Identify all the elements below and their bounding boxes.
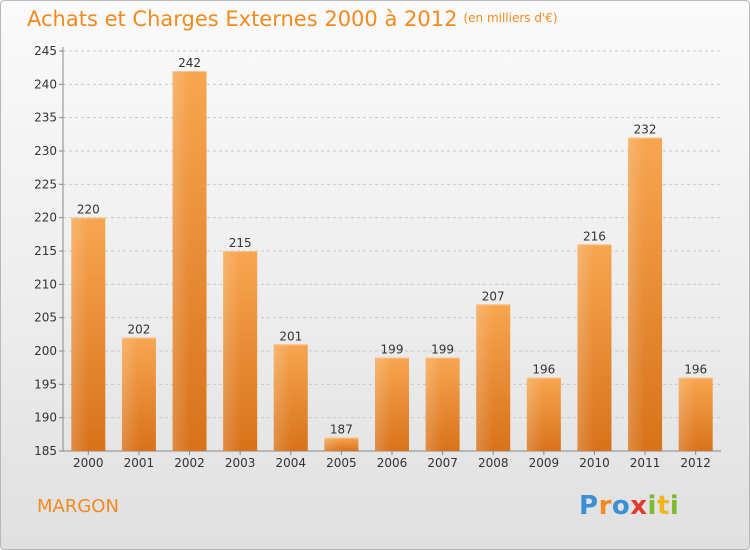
y-tick-label: 195 bbox=[34, 377, 57, 391]
logo-letter: i bbox=[647, 491, 657, 521]
y-tick-label: 230 bbox=[34, 144, 57, 158]
y-tick-label: 225 bbox=[34, 177, 57, 191]
x-tick-label: 2011 bbox=[630, 456, 661, 470]
y-tick-label: 185 bbox=[34, 444, 57, 458]
data-label: 199 bbox=[381, 343, 404, 357]
bar-highlight bbox=[476, 304, 494, 451]
data-label: 207 bbox=[482, 289, 505, 303]
y-tick-label: 235 bbox=[34, 111, 57, 125]
data-label: 199 bbox=[431, 343, 454, 357]
bar-highlight bbox=[172, 71, 190, 451]
chart-title: Achats et Charges Externes 2000 à 2012 (e… bbox=[27, 7, 558, 31]
data-label: 187 bbox=[330, 423, 353, 437]
logo-letter: i bbox=[669, 491, 680, 521]
y-tick-label: 190 bbox=[34, 411, 57, 425]
data-label: 215 bbox=[229, 236, 252, 250]
chart-unit: (en milliers d'€) bbox=[463, 11, 558, 25]
bar-highlight bbox=[628, 137, 646, 451]
data-label: 196 bbox=[532, 363, 555, 377]
y-tick-label: 200 bbox=[34, 344, 57, 358]
data-label: 196 bbox=[684, 363, 707, 377]
x-tick-label: 2001 bbox=[124, 456, 155, 470]
logo-letter: r bbox=[598, 491, 612, 521]
bar-highlight bbox=[324, 437, 342, 451]
bar-highlight bbox=[223, 251, 241, 451]
x-tick-label: 2002 bbox=[174, 456, 205, 470]
chart-title-text: Achats et Charges Externes 2000 à 2012 bbox=[27, 7, 458, 31]
bar-highlight bbox=[375, 357, 392, 451]
y-tick-label: 245 bbox=[34, 44, 57, 58]
bar-highlight bbox=[526, 377, 544, 451]
x-tick-label: 2009 bbox=[529, 456, 560, 470]
y-tick-label: 215 bbox=[34, 244, 57, 258]
x-tick-label: 2003 bbox=[225, 456, 256, 470]
x-tick-label: 2007 bbox=[427, 456, 458, 470]
bar-highlight bbox=[121, 337, 139, 451]
data-label: 216 bbox=[583, 229, 606, 243]
x-tick-label: 2008 bbox=[478, 456, 509, 470]
bar-highlight bbox=[577, 244, 595, 451]
x-tick-label: 2010 bbox=[579, 456, 610, 470]
data-label: 220 bbox=[77, 203, 100, 217]
logo-letter: t bbox=[656, 491, 670, 521]
data-label: 232 bbox=[634, 123, 657, 137]
bar-highlight bbox=[273, 344, 291, 451]
logo-letter: P bbox=[579, 491, 599, 521]
x-tick-label: 2006 bbox=[377, 456, 408, 470]
logo-letter: o bbox=[611, 491, 631, 521]
x-tick-label: 2012 bbox=[680, 456, 711, 470]
data-label: 242 bbox=[178, 56, 201, 70]
y-tick-label: 205 bbox=[34, 311, 57, 325]
data-label: 202 bbox=[127, 323, 150, 337]
y-tick-label: 210 bbox=[34, 277, 57, 291]
x-tick-label: 2000 bbox=[73, 456, 104, 470]
proxiti-logo: Proxiti bbox=[579, 491, 679, 521]
y-tick-label: 220 bbox=[34, 211, 57, 225]
commune-name: MARGON bbox=[37, 496, 119, 517]
logo-letter: x bbox=[630, 491, 648, 521]
x-tick-label: 2005 bbox=[326, 456, 357, 470]
bar-highlight bbox=[425, 357, 443, 451]
x-tick-label: 2004 bbox=[275, 456, 306, 470]
bar-highlight bbox=[678, 377, 696, 451]
data-label: 201 bbox=[279, 329, 302, 343]
bar-highlight bbox=[71, 217, 89, 451]
y-tick-label: 240 bbox=[34, 77, 57, 91]
